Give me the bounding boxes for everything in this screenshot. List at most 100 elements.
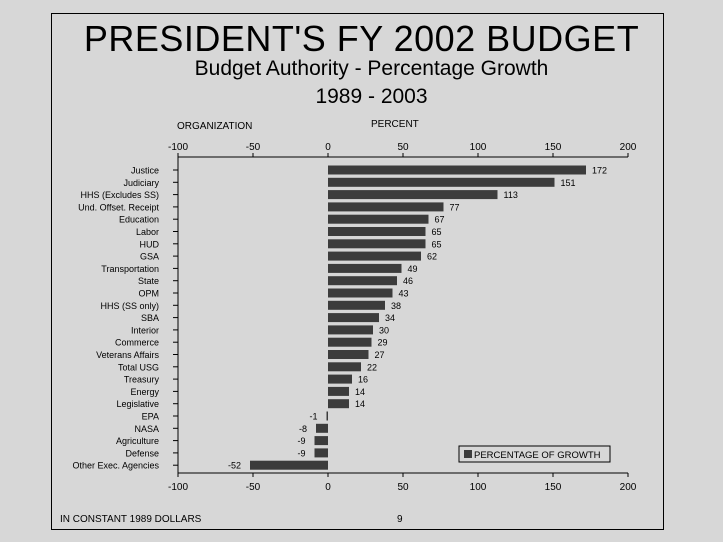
category-label: Other Exec. Agencies bbox=[72, 461, 159, 471]
bar bbox=[328, 337, 372, 347]
value-label: 38 bbox=[391, 301, 401, 311]
x-axis-title: PERCENT bbox=[371, 119, 419, 130]
value-label: 29 bbox=[378, 338, 388, 348]
bar bbox=[328, 386, 349, 396]
value-label: 46 bbox=[403, 276, 413, 286]
top-x-tick-label: -100 bbox=[168, 142, 188, 153]
bottom-x-tick-label: 150 bbox=[545, 482, 562, 493]
category-label: Energy bbox=[130, 387, 159, 397]
bar bbox=[328, 214, 429, 224]
value-label: 49 bbox=[408, 264, 418, 274]
value-label: 43 bbox=[399, 289, 409, 299]
value-label: 77 bbox=[450, 202, 460, 212]
category-label: HUD bbox=[140, 239, 160, 249]
category-label: Education bbox=[119, 215, 159, 225]
value-label: 14 bbox=[355, 399, 365, 409]
value-label: 16 bbox=[358, 375, 368, 385]
value-label: 34 bbox=[385, 313, 395, 323]
value-label: 27 bbox=[375, 350, 385, 360]
bar bbox=[328, 325, 373, 335]
bar bbox=[328, 239, 426, 249]
bottom-x-tick-label: 0 bbox=[325, 482, 331, 493]
bar bbox=[328, 288, 393, 298]
value-label: 65 bbox=[432, 227, 442, 237]
category-label: SBA bbox=[141, 313, 159, 323]
bar bbox=[328, 263, 402, 273]
bar bbox=[328, 374, 352, 384]
top-x-tick-label: 100 bbox=[470, 142, 487, 153]
value-label: -52 bbox=[228, 461, 241, 471]
category-label: Judiciary bbox=[123, 178, 159, 188]
legend-swatch bbox=[464, 450, 472, 458]
footer-note: IN CONSTANT 1989 DOLLARS bbox=[60, 514, 202, 525]
bar bbox=[328, 190, 498, 200]
value-label: -9 bbox=[297, 448, 305, 458]
value-label: 62 bbox=[427, 252, 437, 262]
category-label: Transportation bbox=[101, 264, 159, 274]
category-label: Treasury bbox=[124, 375, 160, 385]
bottom-x-tick-label: -50 bbox=[246, 482, 261, 493]
top-x-tick-label: 150 bbox=[545, 142, 562, 153]
top-x-tick-label: 200 bbox=[620, 142, 637, 153]
category-label: Und. Offset. Receipt bbox=[78, 202, 159, 212]
value-label: -8 bbox=[299, 424, 307, 434]
value-label: 30 bbox=[379, 325, 389, 335]
chart-title: PRESIDENT'S FY 2002 BUDGET bbox=[83, 18, 640, 59]
bar bbox=[328, 227, 426, 236]
category-label: Interior bbox=[131, 325, 159, 335]
value-label: 113 bbox=[504, 190, 518, 200]
category-label: HHS (SS only) bbox=[100, 301, 159, 311]
bar bbox=[326, 411, 328, 421]
bottom-x-tick-label: -100 bbox=[168, 482, 188, 493]
category-label: Defense bbox=[125, 448, 159, 458]
value-label: 151 bbox=[561, 178, 576, 188]
bar bbox=[328, 165, 586, 175]
top-x-tick-label: -50 bbox=[246, 142, 261, 153]
bar bbox=[328, 177, 555, 187]
category-label: HHS (Excludes SS) bbox=[80, 190, 159, 200]
category-label: Commerce bbox=[115, 338, 159, 348]
category-label: NASA bbox=[134, 424, 159, 434]
category-label: EPA bbox=[142, 412, 159, 422]
legend-box bbox=[458, 445, 611, 463]
value-label: -9 bbox=[297, 436, 305, 446]
value-label: 65 bbox=[432, 239, 442, 249]
category-label: Agriculture bbox=[116, 436, 159, 446]
category-label: Justice bbox=[131, 166, 159, 176]
chart-years: 1989 - 2003 bbox=[315, 85, 428, 108]
top-x-tick-label: 0 bbox=[325, 142, 331, 153]
category-label: Labor bbox=[136, 227, 159, 237]
category-label: State bbox=[138, 276, 159, 286]
bar bbox=[328, 300, 385, 310]
bar bbox=[328, 399, 349, 409]
bar bbox=[250, 460, 328, 470]
bottom-x-tick-label: 200 bbox=[620, 482, 637, 493]
value-label: 14 bbox=[355, 387, 365, 397]
value-label: 172 bbox=[592, 166, 607, 176]
bar bbox=[314, 436, 328, 446]
page-number: 9 bbox=[397, 514, 403, 525]
chart-subtitle: Budget Authority - Percentage Growth bbox=[194, 57, 549, 80]
value-label: 67 bbox=[435, 215, 445, 225]
bottom-x-tick-label: 50 bbox=[397, 482, 409, 493]
bottom-x-tick-label: 100 bbox=[470, 482, 487, 493]
slide-frame bbox=[51, 13, 664, 530]
bar bbox=[316, 423, 328, 433]
category-label: Veterans Affairs bbox=[96, 350, 159, 360]
top-x-tick-label: 50 bbox=[397, 142, 409, 153]
bar bbox=[328, 350, 369, 359]
bar bbox=[328, 202, 444, 212]
legend-label: PERCENTAGE OF GROWTH bbox=[474, 450, 601, 461]
bar bbox=[328, 276, 397, 286]
category-label: OPM bbox=[138, 289, 159, 299]
value-label: -1 bbox=[309, 412, 317, 422]
bar bbox=[314, 448, 328, 458]
bar bbox=[328, 251, 421, 261]
category-label: Total USG bbox=[118, 362, 159, 372]
bar bbox=[328, 313, 379, 323]
category-label: GSA bbox=[140, 252, 159, 262]
bar bbox=[328, 362, 361, 372]
y-axis-title: ORGANIZATION bbox=[177, 121, 253, 132]
